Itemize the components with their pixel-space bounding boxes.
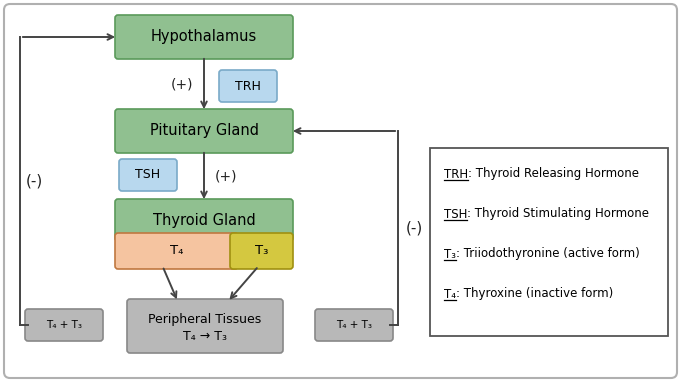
Text: : Thyroxine (inactive form): : Thyroxine (inactive form) xyxy=(456,288,614,301)
Text: T₄ → T₃: T₄ → T₃ xyxy=(183,330,227,343)
FancyBboxPatch shape xyxy=(115,15,293,59)
Text: : Thyroid Stimulating Hormone: : Thyroid Stimulating Hormone xyxy=(467,207,650,220)
Text: Hypothalamus: Hypothalamus xyxy=(151,29,257,44)
Text: T₃: T₃ xyxy=(444,248,456,261)
FancyBboxPatch shape xyxy=(115,233,238,269)
Text: : Triiodothyronine (active form): : Triiodothyronine (active form) xyxy=(456,248,639,261)
Text: T₄ + T₃: T₄ + T₃ xyxy=(336,320,372,330)
Text: (-): (-) xyxy=(25,173,43,188)
Text: TRH: TRH xyxy=(444,167,468,181)
Text: T₄ + T₃: T₄ + T₃ xyxy=(46,320,82,330)
Text: (-): (-) xyxy=(405,220,423,235)
Text: (+): (+) xyxy=(171,77,193,91)
Text: Pituitary Gland: Pituitary Gland xyxy=(150,123,259,139)
FancyBboxPatch shape xyxy=(4,4,677,378)
Text: TSH: TSH xyxy=(136,168,161,181)
Text: T₄: T₄ xyxy=(170,244,183,257)
Text: TRH: TRH xyxy=(235,79,261,92)
Text: T₃: T₃ xyxy=(255,244,268,257)
FancyBboxPatch shape xyxy=(119,159,177,191)
Text: T₄: T₄ xyxy=(444,288,456,301)
Text: Thyroid Gland: Thyroid Gland xyxy=(153,212,255,228)
FancyBboxPatch shape xyxy=(230,233,293,269)
FancyBboxPatch shape xyxy=(115,199,293,241)
FancyBboxPatch shape xyxy=(219,70,277,102)
Text: Peripheral Tissues: Peripheral Tissues xyxy=(148,312,262,325)
Text: TSH: TSH xyxy=(444,207,467,220)
FancyBboxPatch shape xyxy=(315,309,393,341)
Text: (+): (+) xyxy=(215,169,237,183)
Text: : Thyroid Releasing Hormone: : Thyroid Releasing Hormone xyxy=(468,167,639,181)
FancyBboxPatch shape xyxy=(25,309,103,341)
FancyBboxPatch shape xyxy=(127,299,283,353)
FancyBboxPatch shape xyxy=(115,109,293,153)
Bar xyxy=(430,148,668,336)
